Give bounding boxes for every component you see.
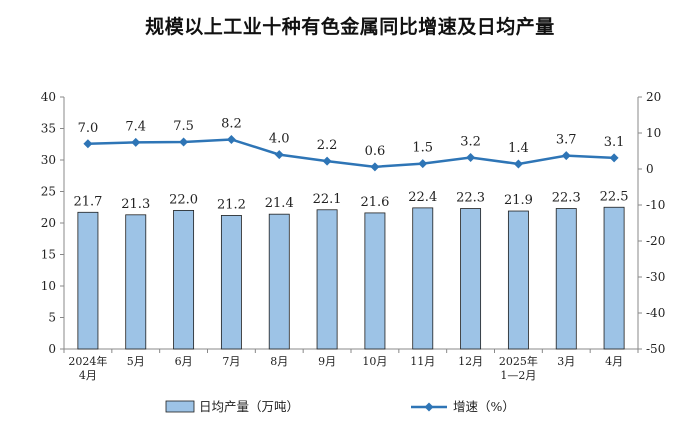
bar — [555, 208, 577, 350]
line-point — [418, 159, 428, 169]
left-tick-label: 20 — [41, 216, 56, 230]
x-tick-label: 12月 — [458, 355, 483, 368]
legend-bar-label: 日均产量（万吨） — [199, 399, 299, 414]
x-tick-label: 2024年 — [68, 354, 107, 368]
right-tick-label: -40 — [646, 306, 665, 320]
right-tick-label: -10 — [646, 198, 665, 212]
bar — [125, 214, 147, 350]
line-data-label: 2.2 — [317, 138, 338, 153]
x-tick-label: 5月 — [127, 355, 145, 368]
bar-data-label: 21.9 — [504, 193, 533, 208]
bar-data-label: 21.7 — [73, 194, 102, 209]
line-point — [561, 151, 571, 161]
left-tick-label: 5 — [48, 311, 56, 325]
line-data-label: 3.1 — [604, 135, 625, 150]
bar — [220, 215, 242, 350]
bar-data-label: 21.2 — [217, 197, 246, 212]
left-tick-label: 35 — [41, 122, 56, 136]
left-tick-label: 25 — [41, 185, 56, 199]
x-tick-label: 4月 — [79, 369, 97, 382]
bar-data-label: 22.3 — [552, 191, 581, 206]
bar — [316, 209, 338, 350]
x-tick-label: 8月 — [270, 355, 288, 368]
line-point — [466, 152, 476, 162]
right-tick-label: 10 — [646, 126, 661, 140]
line-point — [83, 139, 93, 149]
growth-line — [87, 138, 615, 169]
legend-line-marker — [424, 402, 434, 412]
line-data-label: 1.5 — [412, 141, 433, 156]
x-tick-label: 6月 — [175, 355, 193, 368]
bar-data-label: 21.4 — [265, 196, 294, 211]
bar-data-label: 21.3 — [121, 197, 150, 212]
x-tick-label: 11月 — [410, 355, 435, 368]
x-tick-label: 4月 — [605, 355, 623, 368]
bar-data-label: 21.6 — [360, 195, 389, 210]
line-data-label: 8.2 — [221, 116, 242, 131]
x-tick-label: 7月 — [222, 355, 240, 368]
bar — [603, 206, 625, 350]
bar-data-label: 22.1 — [313, 192, 342, 207]
bar — [173, 209, 195, 350]
line-point — [274, 150, 284, 160]
right-tick-label: -50 — [646, 342, 665, 356]
line-data-label: 7.4 — [125, 119, 146, 134]
line-point — [131, 137, 141, 147]
line-data-label: 0.6 — [365, 144, 386, 159]
line-point — [179, 137, 189, 147]
legend-bar-swatch — [165, 400, 195, 413]
line-data-label: 3.7 — [556, 133, 577, 148]
bar — [77, 211, 99, 350]
right-tick-label: 0 — [646, 162, 654, 176]
x-tick-label: 2025年 — [499, 354, 538, 368]
left-tick-label: 10 — [41, 279, 56, 293]
right-tick-label: -20 — [646, 234, 665, 248]
bar-data-label: 22.3 — [456, 191, 485, 206]
x-tick-label: 1—2月 — [500, 369, 536, 382]
line-data-label: 4.0 — [269, 132, 290, 147]
x-tick-label: 9月 — [318, 355, 336, 368]
bar-data-label: 22.0 — [169, 192, 198, 207]
bar — [268, 213, 290, 350]
bar — [364, 212, 386, 350]
left-tick-label: 15 — [41, 248, 56, 262]
bar — [412, 207, 434, 350]
legend-line-label: 增速（%） — [453, 399, 515, 414]
bar — [507, 210, 529, 350]
line-data-label: 3.2 — [460, 134, 481, 149]
line-data-label: 7.0 — [78, 121, 99, 136]
line-point — [322, 156, 332, 166]
line-point — [609, 153, 619, 163]
line-data-label: 1.4 — [508, 141, 529, 156]
line-point — [370, 162, 380, 172]
right-tick-label: 20 — [646, 90, 661, 104]
line-point — [513, 159, 523, 169]
line-point — [226, 134, 236, 144]
bar-data-label: 22.4 — [408, 190, 437, 205]
left-tick-label: 0 — [48, 342, 56, 356]
right-tick-label: -30 — [646, 270, 665, 284]
left-tick-label: 40 — [41, 90, 56, 104]
bar-data-label: 22.5 — [600, 189, 629, 204]
left-tick-label: 30 — [41, 153, 56, 167]
line-data-label: 7.5 — [173, 119, 194, 134]
chart-title: 规模以上工业十种有色金属同比增速及日均产量 — [145, 16, 555, 38]
bar — [460, 208, 482, 350]
x-tick-label: 10月 — [362, 355, 387, 368]
x-tick-label: 3月 — [557, 355, 575, 368]
